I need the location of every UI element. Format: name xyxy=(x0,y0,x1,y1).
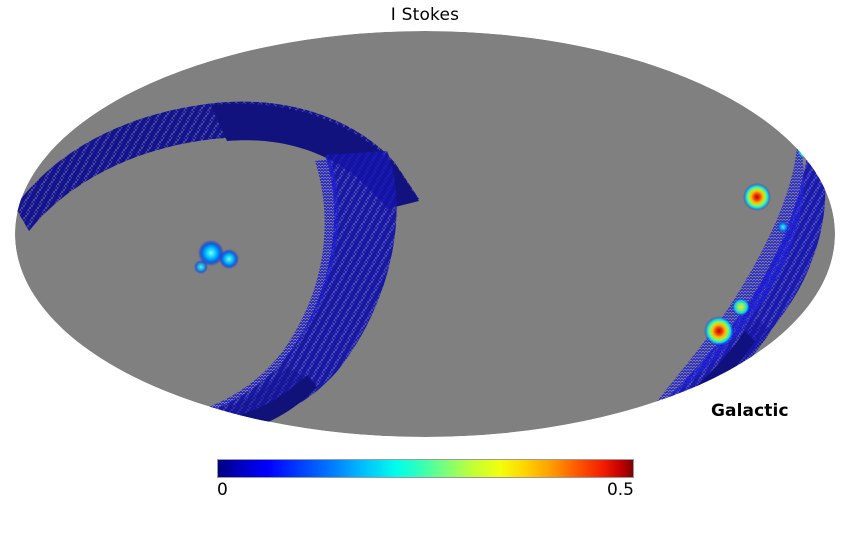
colorbar: 0 0.5 xyxy=(217,459,634,503)
page-title: I Stokes xyxy=(390,5,460,25)
colorbar-max-label: 0.5 xyxy=(606,480,634,500)
mollweide-sky-map xyxy=(15,31,835,437)
coordinate-system-label: Galactic xyxy=(711,401,789,421)
colorbar-min-label: 0 xyxy=(217,480,228,500)
projection-canvas xyxy=(15,31,835,437)
point-sources-left xyxy=(194,240,239,274)
projection-clip-group xyxy=(15,31,835,437)
colorbar-tick-labels: 0 0.5 xyxy=(217,479,634,503)
colorbar-gradient xyxy=(217,459,634,478)
